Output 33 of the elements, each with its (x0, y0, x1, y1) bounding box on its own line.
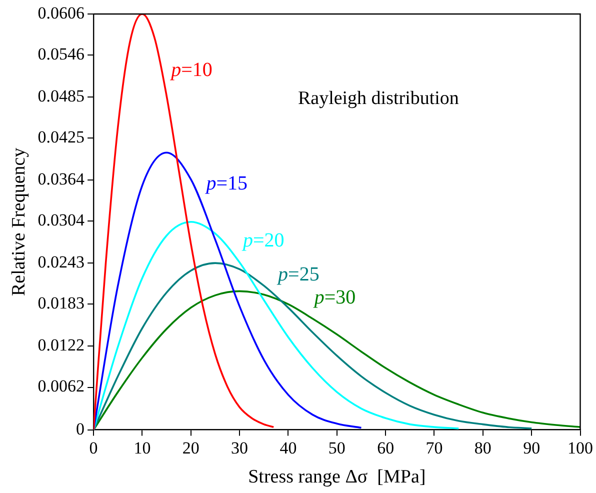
x-tick-label: 90 (523, 438, 540, 458)
y-tick-label: 0.0062 (38, 376, 85, 396)
line-series (94, 221, 460, 430)
x-tick-label: 10 (134, 438, 151, 458)
series-label: p=25 (276, 263, 320, 286)
x-tick-label: 50 (328, 438, 346, 458)
x-tick-label: 70 (426, 438, 443, 458)
x-tick-label: 100 (568, 438, 593, 458)
x-tick-label: 40 (280, 438, 297, 458)
y-tick-label: 0.0425 (38, 128, 85, 147)
y-tick-label: 0.0606 (38, 3, 85, 22)
y-tick-label: 0.0485 (38, 86, 85, 106)
series-label: p=20 (240, 230, 284, 252)
series-label: p=15 (204, 172, 248, 195)
y-tick-label: 0.0546 (38, 44, 85, 64)
y-tick-label: 0 (76, 419, 85, 438)
x-axis-title: Stress range Δσ [MPa] (248, 466, 426, 488)
y-tick-label: 0.0183 (38, 294, 85, 313)
series-label: p=10 (169, 59, 212, 82)
y-tick-label: 0.0243 (38, 252, 85, 272)
series-label: p=30 (312, 286, 356, 308)
x-tick-label: 20 (182, 438, 200, 458)
x-tick-label: 60 (377, 438, 394, 458)
x-tick-label: 0 (89, 438, 98, 458)
x-tick-label: 80 (474, 438, 492, 458)
y-tick-label: 0.0364 (38, 170, 86, 189)
line-series (94, 152, 362, 430)
y-tick-label: 0.0122 (38, 336, 85, 355)
annotation: Rayleigh distribution (298, 88, 460, 109)
line-series (94, 262, 532, 430)
x-tick-label: 30 (231, 438, 248, 458)
y-tick-label: 0.0304 (38, 210, 86, 230)
y-axis-title: Relative Frequency (8, 147, 30, 296)
